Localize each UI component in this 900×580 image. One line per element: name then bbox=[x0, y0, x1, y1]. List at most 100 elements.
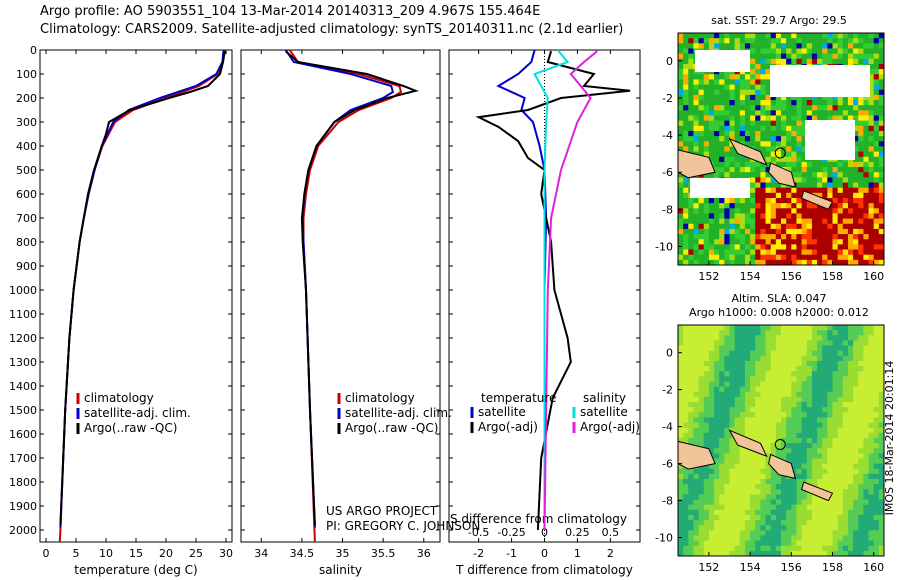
sst-cell bbox=[765, 48, 772, 55]
sla-cell bbox=[765, 402, 772, 408]
sla-cell bbox=[847, 355, 854, 362]
sla-cell bbox=[724, 422, 730, 429]
sla-cell bbox=[714, 371, 720, 377]
sla-cell bbox=[868, 535, 875, 542]
sst-cell bbox=[863, 197, 870, 204]
sst-cell bbox=[858, 94, 864, 101]
sla-cell bbox=[719, 360, 725, 367]
sla-cell bbox=[678, 509, 684, 516]
sla-cell bbox=[683, 330, 689, 336]
sla-cell bbox=[837, 412, 844, 418]
sst-cell bbox=[724, 33, 730, 39]
sla-cell bbox=[703, 535, 710, 542]
sst-cell bbox=[703, 94, 710, 101]
sst-cell bbox=[683, 197, 689, 204]
sla-cell bbox=[729, 437, 736, 444]
series-line-salinity-argo-adj- bbox=[543, 50, 598, 531]
sla-cell bbox=[688, 432, 694, 439]
sst-cell bbox=[719, 213, 725, 220]
sst-cell bbox=[817, 213, 823, 220]
sla-cell bbox=[755, 484, 761, 490]
sla-cell bbox=[693, 366, 700, 372]
sst-cell bbox=[714, 89, 720, 96]
sla-cell bbox=[775, 345, 782, 352]
sst-cell bbox=[739, 249, 746, 256]
sst-cell bbox=[750, 53, 756, 60]
sst-cell bbox=[853, 167, 859, 173]
sst-cell bbox=[791, 197, 797, 204]
sla-cell bbox=[724, 468, 730, 475]
sla-cell bbox=[791, 499, 797, 506]
sst-cell bbox=[719, 156, 725, 163]
sla-cell bbox=[873, 391, 880, 398]
sla-cell bbox=[801, 330, 808, 336]
sla-cell bbox=[786, 422, 792, 429]
sst-cell bbox=[739, 203, 746, 209]
sla-cell bbox=[878, 330, 885, 336]
series-line-climatology bbox=[58, 49, 226, 543]
sst-cell bbox=[853, 254, 859, 261]
sst-cell bbox=[801, 105, 808, 111]
sst-cell bbox=[853, 146, 859, 153]
sla-cell bbox=[796, 504, 803, 511]
sst-cell bbox=[678, 254, 684, 261]
land-mass bbox=[768, 453, 797, 480]
sst-cell bbox=[791, 228, 797, 235]
sst-cell bbox=[724, 74, 730, 80]
legend-label: satellite bbox=[478, 405, 526, 419]
depth-tick-label: 1300 bbox=[9, 356, 37, 369]
sst-cell bbox=[873, 161, 880, 168]
x-tick-label: 34.5 bbox=[290, 547, 315, 560]
sst-cell bbox=[837, 115, 844, 122]
sla-cell bbox=[734, 540, 741, 547]
sst-cell bbox=[755, 100, 761, 106]
sst-cell bbox=[698, 213, 705, 220]
sst-cell bbox=[693, 33, 700, 39]
sst-cell bbox=[878, 74, 885, 80]
sst-cell bbox=[791, 172, 797, 178]
sst-cell bbox=[770, 53, 777, 60]
sla-cell bbox=[878, 407, 885, 413]
sst-cell bbox=[688, 218, 694, 225]
sst-cell bbox=[708, 110, 715, 116]
sst-cell bbox=[755, 115, 761, 122]
sla-cell bbox=[750, 432, 756, 439]
sla-cell bbox=[688, 520, 694, 526]
sla-cell bbox=[765, 484, 772, 490]
sst-cell bbox=[806, 244, 813, 251]
sla-cell bbox=[791, 520, 797, 526]
sla-cell bbox=[765, 545, 772, 552]
sla-cell bbox=[791, 396, 797, 403]
sla-cell bbox=[786, 427, 792, 434]
sst-cell bbox=[760, 167, 767, 173]
sla-cell bbox=[827, 484, 833, 490]
sst-cell bbox=[744, 208, 751, 214]
sst-cell bbox=[868, 84, 875, 91]
sla-cell bbox=[750, 381, 756, 388]
sst-cell bbox=[796, 130, 803, 137]
sst-cell bbox=[703, 151, 710, 158]
sst-cell bbox=[822, 58, 828, 65]
sla-cell bbox=[786, 355, 792, 362]
sst-cell bbox=[719, 259, 725, 266]
sst-cell bbox=[734, 33, 741, 39]
sst-cell bbox=[734, 151, 741, 158]
sla-cell bbox=[770, 407, 777, 413]
sst-cell bbox=[853, 203, 859, 209]
sla-cell bbox=[708, 360, 715, 367]
sla-cell bbox=[770, 530, 777, 536]
sla-cell bbox=[842, 330, 849, 336]
sla-cell bbox=[678, 514, 684, 521]
sla-cell bbox=[858, 371, 864, 377]
sst-cell bbox=[734, 115, 741, 122]
sla-cell bbox=[811, 396, 818, 403]
sst-cell bbox=[847, 53, 854, 60]
sst-cell bbox=[873, 218, 880, 225]
sla-cell bbox=[688, 422, 694, 429]
sst-cell bbox=[868, 33, 875, 39]
sla-cell bbox=[770, 504, 777, 511]
sla-cell bbox=[693, 381, 700, 388]
sla-cell bbox=[775, 422, 782, 429]
sla-cell bbox=[765, 417, 772, 424]
sla-cell bbox=[786, 437, 792, 444]
